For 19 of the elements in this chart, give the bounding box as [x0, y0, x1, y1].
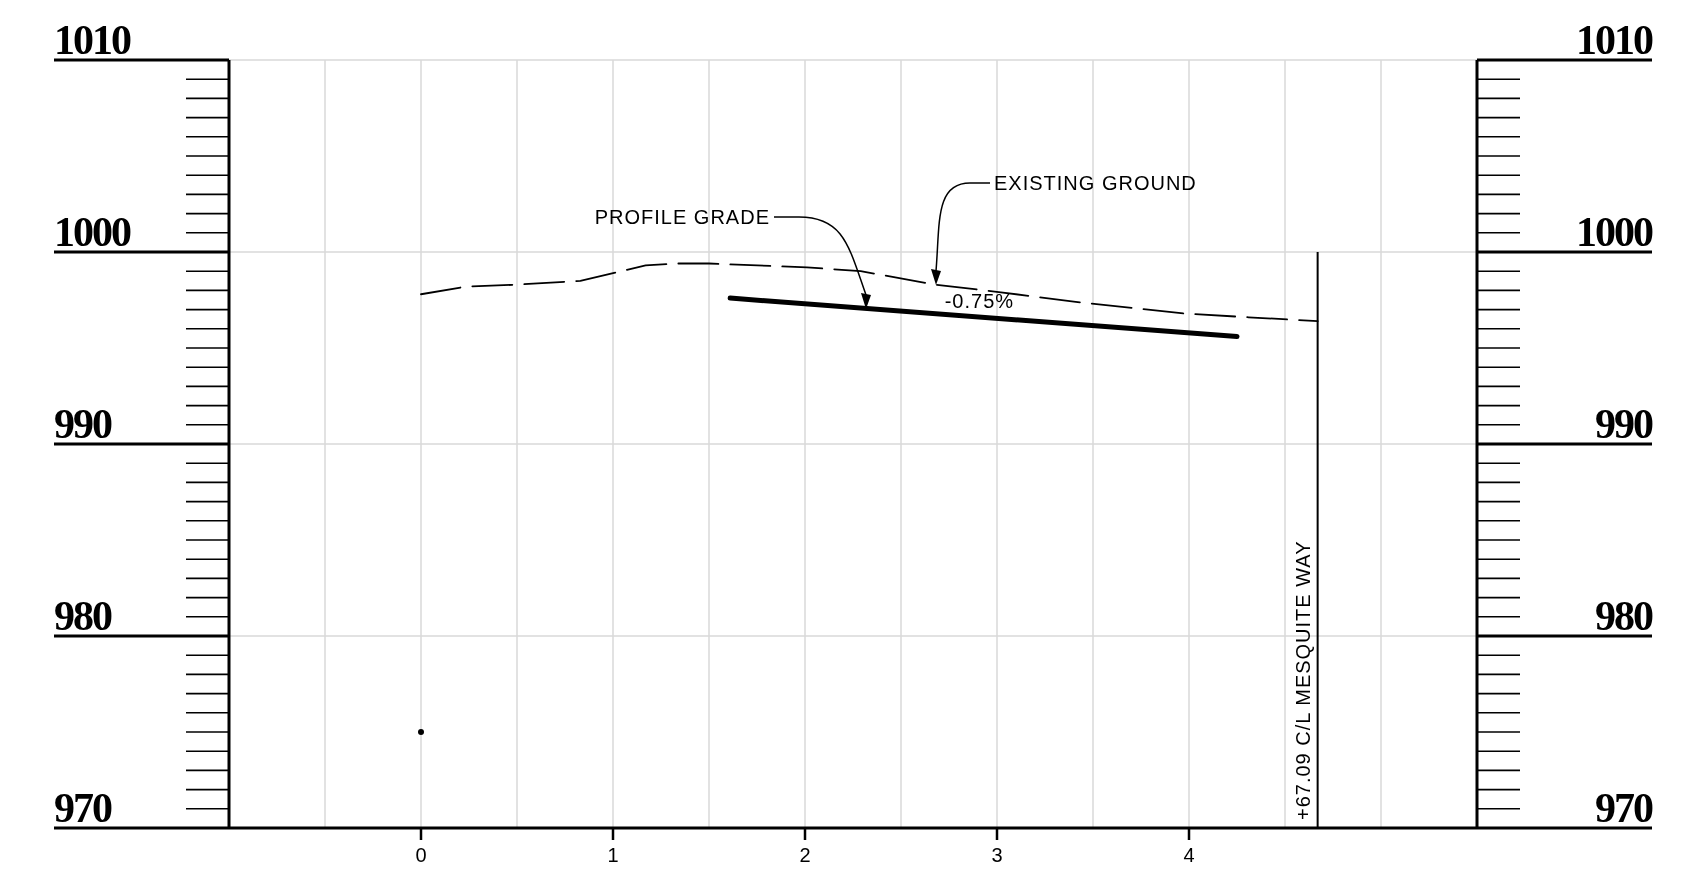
y2-tick-label: 1010: [1576, 17, 1653, 63]
x-tick-label: 0: [415, 844, 427, 866]
y-tick-label: 970: [54, 785, 112, 831]
x-tick-label: 1: [607, 844, 619, 866]
y2-tick-label: 1000: [1576, 209, 1653, 255]
y2-tick-label: 990: [1595, 401, 1653, 447]
annotation: -0.75%: [944, 290, 1015, 313]
annotation: EXISTING GROUND: [994, 172, 1197, 194]
x-tick-label: 3: [991, 844, 1003, 866]
x-tick-label: 2: [799, 844, 811, 866]
ref-line-label: +67.09 C/L MESQUITE WAY: [1291, 540, 1314, 820]
y2-tick-label: 980: [1595, 593, 1653, 639]
y-tick-label: 980: [54, 593, 112, 639]
y-tick-label: 990: [54, 401, 112, 447]
y-tick-label: 1000: [54, 209, 131, 255]
y-tick-label: 1010: [54, 17, 131, 63]
annotation: PROFILE GRADE: [594, 206, 770, 228]
y2-tick-label: 970: [1595, 785, 1653, 831]
x-tick-label: 4: [1183, 844, 1195, 866]
